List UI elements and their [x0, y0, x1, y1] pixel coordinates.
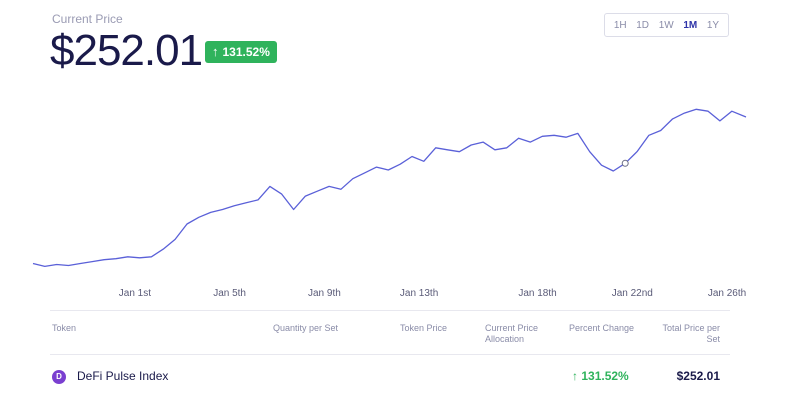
current-price-value: $252.01 [50, 26, 203, 75]
header-token-price: Token Price [400, 323, 448, 333]
x-tick-label: Jan 1st [119, 288, 151, 299]
x-tick-label: Jan 18th [518, 288, 556, 299]
defi-pulse-token-icon: D [52, 370, 66, 384]
token-name: DeFi Pulse Index [77, 369, 169, 383]
row-total-price: $252.01 [676, 369, 720, 383]
arrow-up-icon: ↑ [572, 369, 578, 383]
hover-point-marker [621, 159, 629, 167]
x-tick-label: Jan 9th [308, 288, 341, 299]
table-header-row: Token Quantity per Set Token Price Curre… [0, 323, 800, 353]
current-price-label: Current Price [52, 12, 123, 26]
range-button-1d[interactable]: 1D [636, 19, 650, 31]
range-button-1m[interactable]: 1M [683, 19, 698, 31]
price-change-badge: ↑ 131.52% [205, 41, 277, 63]
arrow-up-icon: ↑ [212, 44, 219, 59]
header-total-price: Total Price per Set [662, 323, 720, 344]
table-header-divider [50, 354, 730, 355]
price-chart-svg: Jan 1st Jan 5th Jan 9th Jan 13th Jan 18th Jan… [32, 108, 747, 299]
price-line [32, 108, 747, 268]
price-change-value: 131.52% [222, 45, 270, 59]
time-range-selector: 1H 1D 1W 1M 1Y [604, 13, 729, 37]
x-tick-label: Jan 26th [708, 288, 746, 299]
header-percent-change: Percent Change [569, 323, 635, 333]
x-tick-label: Jan 22nd [612, 288, 653, 299]
range-button-1h[interactable]: 1H [613, 19, 627, 31]
x-tick-label: Jan 13th [400, 288, 438, 299]
chart-divider [50, 310, 730, 311]
header-token: Token [52, 323, 77, 333]
price-chart[interactable]: Jan 1st Jan 5th Jan 9th Jan 13th Jan 18th Jan… [0, 80, 800, 310]
row-percent-change: ↑ 131.52% [572, 369, 629, 383]
range-button-1w[interactable]: 1W [658, 19, 674, 31]
header-quantity: Quantity per Set [273, 323, 339, 333]
x-tick-label: Jan 5th [213, 288, 246, 299]
header-allocation: Current Price Allocation [485, 323, 539, 344]
row-percent-value: 131.52% [581, 369, 629, 383]
table-row[interactable]: D DeFi Pulse Index ↑ 131.52% $252.01 [0, 365, 800, 389]
range-button-1y[interactable]: 1Y [706, 19, 720, 31]
